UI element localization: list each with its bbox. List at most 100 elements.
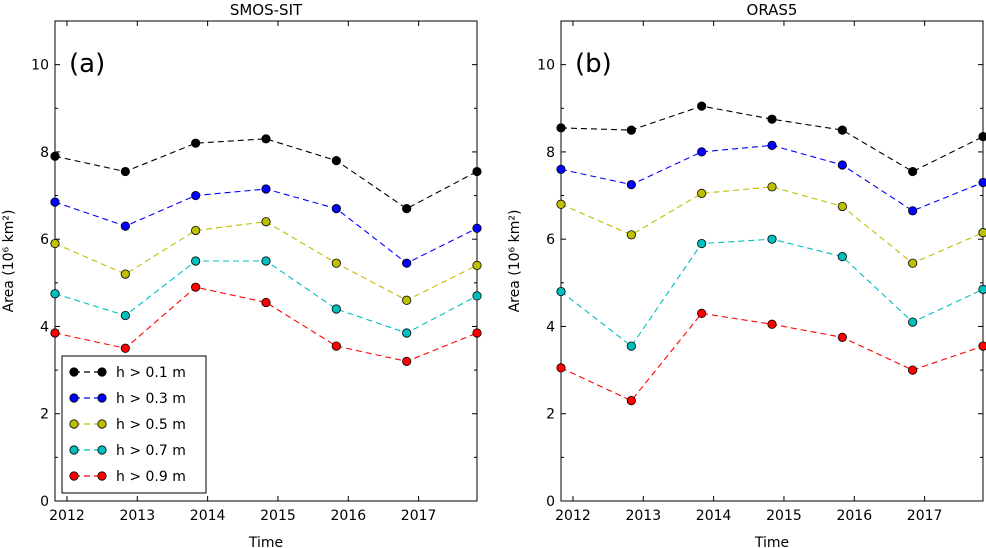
data-point: [837, 201, 847, 212]
data-point: [331, 258, 341, 268]
data-point: [626, 230, 636, 240]
data-point: [978, 284, 986, 294]
data-point: [50, 328, 60, 338]
data-point: [556, 363, 566, 373]
data-point: [556, 123, 566, 133]
data-point: [261, 184, 271, 194]
x-tick-label: 2012: [555, 508, 591, 524]
data-point: [697, 101, 707, 111]
x-tick-label: 2013: [625, 508, 661, 524]
data-point: [191, 138, 201, 148]
data-point: [767, 234, 777, 244]
chart-title: ORAS5: [747, 1, 798, 19]
legend-marker: [69, 367, 79, 377]
data-point: [120, 221, 130, 231]
data-point: [837, 332, 847, 342]
data-point: [978, 132, 986, 142]
legend-label: h > 0.5 m: [116, 417, 186, 433]
data-point: [626, 341, 636, 351]
data-point: [697, 308, 707, 318]
legend-marker: [97, 393, 107, 403]
data-point: [978, 177, 986, 188]
chart-title: SMOS-SIT: [230, 1, 303, 19]
legend-marker: [97, 471, 107, 481]
legend-marker: [69, 445, 79, 455]
data-point: [697, 188, 707, 198]
data-point: [556, 199, 566, 209]
data-point: [402, 295, 412, 305]
data-point: [50, 238, 60, 249]
series-3: [50, 217, 482, 305]
legend-label: h > 0.3 m: [116, 391, 186, 407]
data-point: [626, 125, 636, 135]
legend-label: h > 0.1 m: [116, 365, 186, 381]
data-point: [837, 125, 847, 135]
data-point: [402, 258, 412, 268]
plot-area: [560, 20, 984, 502]
chart-panel-1: SMOS-SIT (a) 0 2 4 6 8 10 2012 2013 2014 2015 2016 20…: [1, 1, 482, 548]
data-point: [767, 140, 777, 150]
legend-label: h > 0.9 m: [116, 469, 186, 485]
y-tick-label: 8: [40, 145, 49, 161]
data-point: [697, 147, 707, 157]
data-point: [697, 238, 707, 249]
legend-marker: [69, 393, 79, 403]
series-5: [556, 308, 986, 406]
x-tick-label: 2013: [119, 508, 155, 524]
panel-label: (b): [575, 49, 612, 79]
data-point: [908, 258, 918, 268]
data-point: [472, 166, 482, 177]
data-point: [767, 114, 777, 124]
data-point: [191, 282, 201, 292]
data-point: [908, 206, 918, 216]
data-point: [331, 204, 341, 214]
data-point: [261, 134, 271, 144]
data-point: [908, 365, 918, 375]
x-tick-label: 2016: [836, 508, 872, 524]
legend-marker: [97, 445, 107, 455]
x-tick-label: 2014: [696, 508, 732, 524]
series-4: [50, 256, 482, 338]
series-3: [556, 182, 986, 268]
y-axis-label: Area (10⁶ km²): [507, 210, 523, 313]
data-point: [120, 343, 130, 353]
data-point: [402, 356, 412, 366]
legend-marker: [69, 419, 79, 429]
legend-marker: [69, 471, 79, 481]
data-point: [50, 289, 60, 299]
data-point: [50, 151, 60, 161]
data-point: [472, 223, 482, 233]
x-tick-label: 2012: [49, 508, 85, 524]
series-1: [556, 101, 986, 177]
data-point: [837, 252, 847, 262]
legend: h > 0.1 m h > 0.3 m h > 0.5 m h > 0.7 m h > …: [61, 355, 207, 494]
y-tick-label: 2: [546, 407, 555, 423]
x-tick-label: 2015: [766, 508, 802, 524]
data-point: [331, 156, 341, 166]
data-point: [472, 291, 482, 301]
x-tick-label: 2017: [907, 508, 943, 524]
x-tick-label: 2017: [401, 508, 437, 524]
chart-panel-2: ORAS5 (b) 0 2 4 6 8 10 2012 2013 2014 2015 2016 2017 T…: [507, 1, 986, 548]
data-point: [626, 396, 636, 406]
x-axis-label: Time: [248, 535, 283, 548]
data-point: [261, 256, 271, 266]
data-point: [261, 217, 271, 227]
data-point: [191, 225, 201, 236]
data-point: [331, 341, 341, 351]
y-tick-label: 4: [40, 319, 49, 335]
data-point: [50, 197, 60, 207]
data-point: [472, 328, 482, 338]
y-tick-label: 10: [31, 58, 49, 74]
x-tick-label: 2014: [190, 508, 226, 524]
data-point: [626, 180, 636, 190]
data-point: [120, 310, 130, 321]
data-point: [331, 304, 341, 314]
series-5: [50, 282, 482, 366]
data-point: [978, 341, 986, 351]
data-point: [556, 164, 566, 174]
series-1: [50, 134, 482, 214]
data-point: [402, 328, 412, 338]
data-point: [120, 166, 130, 177]
series-4: [556, 234, 986, 351]
